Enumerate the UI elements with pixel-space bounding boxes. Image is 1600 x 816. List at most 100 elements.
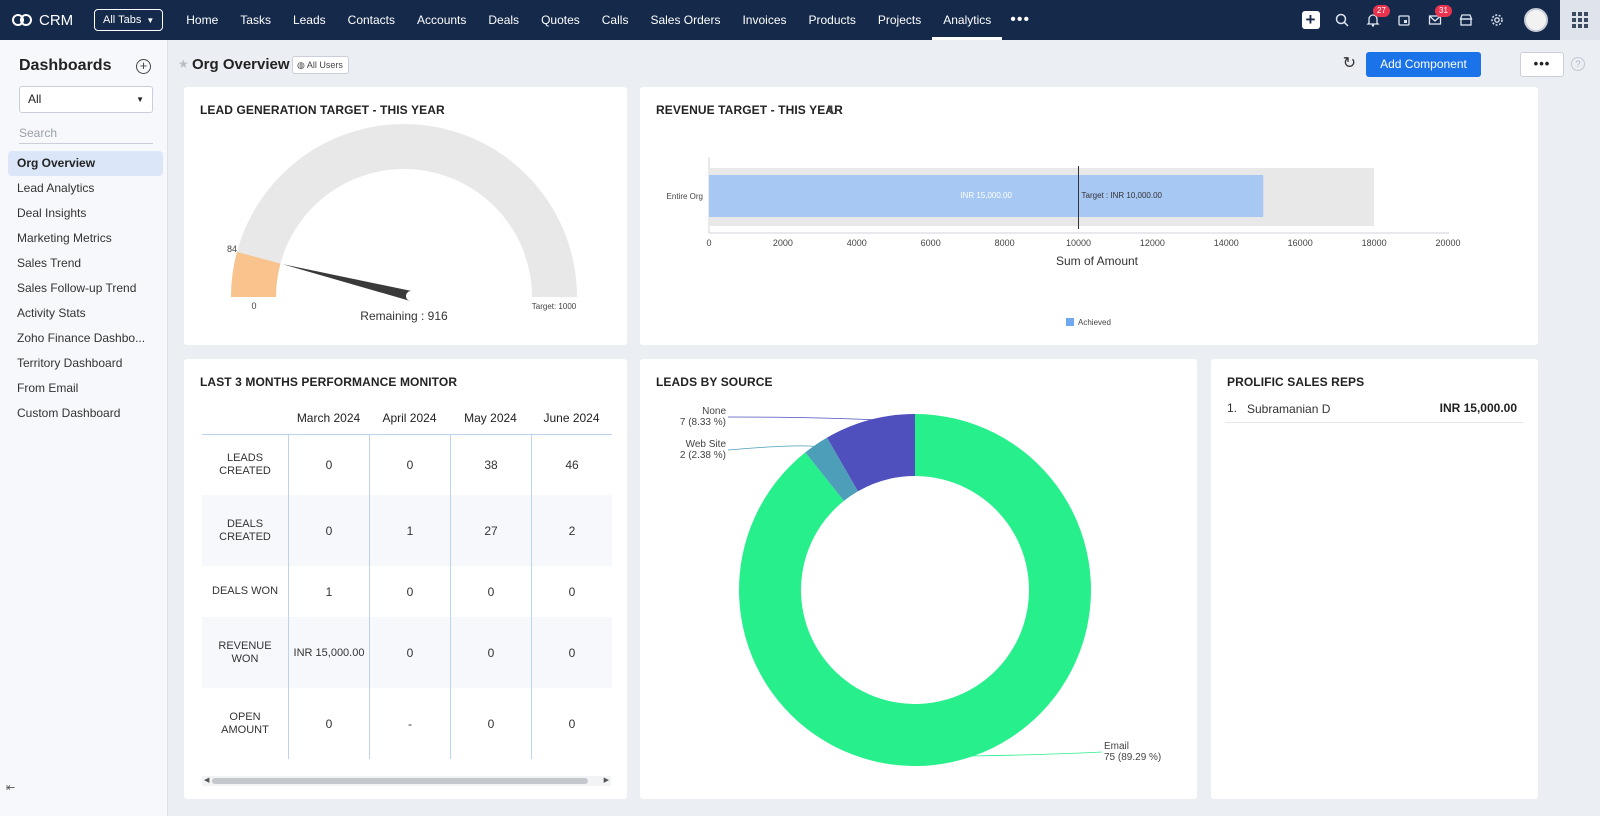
table-cell[interactable]: 27 (450, 495, 531, 566)
legend-label-achieved[interactable]: Achieved (1078, 318, 1111, 327)
quick-create-button[interactable]: + (1295, 0, 1326, 40)
sidebar-item-lead-analytics[interactable]: Lead Analytics (17, 181, 95, 195)
table-cell[interactable]: 0 (369, 617, 450, 688)
x-tick-label: 4000 (847, 238, 867, 248)
dashboard-header: ★ Org Overview ◍ All Users ↻ Add Compone… (169, 40, 1600, 86)
revenue-target-label: Target : INR 10,000.00 (1082, 191, 1163, 200)
table-cell[interactable]: 46 (531, 435, 612, 495)
more-options-button[interactable]: ••• (1520, 52, 1564, 77)
nav-tab-projects[interactable]: Projects (877, 13, 922, 27)
nav-tab-home[interactable]: Home (186, 13, 219, 27)
nav-tab-sales-orders[interactable]: Sales Orders (650, 13, 721, 27)
table-cell[interactable]: 1 (369, 495, 450, 566)
profile-button[interactable] (1512, 8, 1560, 32)
notifications-button[interactable]: 27 (1357, 0, 1390, 40)
chevron-down-icon: ▼ (136, 95, 144, 104)
table-cell[interactable]: INR 15,000.00 (288, 617, 369, 688)
table-cell[interactable]: 0 (450, 617, 531, 688)
nav-tab-contacts[interactable]: Contacts (347, 13, 396, 27)
top-right-tools: + 27 31 (1295, 0, 1600, 40)
table-cell[interactable]: 2 (531, 495, 612, 566)
table-cell[interactable]: 0 (450, 688, 531, 759)
list-item[interactable]: 1. Subramanian D INR 15,000.00 (1225, 399, 1523, 423)
add-dashboard-button[interactable]: + (136, 59, 151, 74)
card-title: PROLIFIC SALES REPS (1227, 375, 1365, 389)
sidebar-item-territory-dashboard[interactable]: Territory Dashboard (17, 356, 123, 370)
table-row: DEALS WON 1 0 0 0 (202, 566, 612, 617)
donut-slice-web-site[interactable] (805, 437, 858, 501)
sidebar-item-sales-trend[interactable]: Sales Trend (17, 256, 82, 270)
add-component-button[interactable]: Add Component (1366, 52, 1481, 77)
apps-menu-button[interactable] (1560, 0, 1600, 40)
calendar-button[interactable] (1388, 0, 1419, 40)
horizontal-scrollbar[interactable]: ◀ ▶ (202, 776, 611, 786)
refresh-button[interactable]: ↻ (1343, 53, 1356, 73)
collapse-sidebar-button[interactable]: ⇤ (6, 781, 15, 794)
leads-by-source-card: None 7 (8.33 %) Web Site 2 (2.38 %) Emai… (640, 359, 1197, 799)
table-row: REVENUE WON INR 15,000.00 0 0 0 (202, 617, 612, 688)
table-cell[interactable]: 0 (288, 495, 369, 566)
sidebar-item-custom-dashboard[interactable]: Custom Dashboard (17, 406, 121, 420)
more-tabs-button[interactable]: ••• (1010, 11, 1031, 28)
all-tabs-dropdown[interactable]: All Tabs ▼ (94, 9, 164, 31)
sidebar-item-zoho-finance[interactable]: Zoho Finance Dashbo... (17, 331, 146, 345)
slice-value-email: 75 (89.29 %) (1104, 752, 1161, 763)
mail-button[interactable]: 31 (1419, 0, 1452, 40)
page-scrollbar[interactable] (1592, 40, 1600, 816)
sidebar-item-activity-stats[interactable]: Activity Stats (17, 306, 86, 320)
nav-tab-products[interactable]: Products (808, 13, 856, 27)
sidebar-item-marketing-metrics[interactable]: Marketing Metrics (17, 231, 112, 245)
nav-tab-invoices[interactable]: Invoices (742, 13, 787, 27)
rep-amount: INR 15,000.00 (1439, 401, 1517, 415)
help-icon[interactable]: ? (1571, 57, 1585, 71)
table-cell[interactable]: 0 (531, 617, 612, 688)
sidebar-item-sales-follow-up-trend[interactable]: Sales Follow-up Trend (17, 281, 137, 295)
table-cell[interactable]: 38 (450, 435, 531, 495)
sidebar-item-deal-insights[interactable]: Deal Insights (17, 206, 87, 220)
nav-tab-calls[interactable]: Calls (601, 13, 629, 27)
table-cell[interactable]: 0 (531, 566, 612, 617)
x-tick-label: 16000 (1288, 238, 1313, 248)
table-cell[interactable]: 0 (369, 435, 450, 495)
revenue-achieved-bar[interactable] (709, 175, 1264, 217)
calendar-icon (1397, 15, 1410, 26)
row-label: DEALS WON (212, 585, 279, 597)
nav-tab-deals[interactable]: Deals (488, 13, 520, 27)
scroll-right-icon[interactable]: ▶ (603, 777, 609, 784)
search-button[interactable] (1326, 0, 1357, 40)
x-tick-label: 10000 (1066, 238, 1091, 248)
revenue-target-card: INR 15,000.00 Target : INR 10,000.00 Ent… (640, 87, 1538, 345)
table-cell[interactable]: 0 (288, 688, 369, 759)
refresh-icon[interactable]: ↻ (827, 102, 839, 118)
nav-tab-quotes[interactable]: Quotes (541, 13, 580, 27)
column-header: May 2024 (450, 401, 531, 435)
leads-by-source-donut: None 7 (8.33 %) Web Site 2 (2.38 %) Emai… (680, 406, 1161, 766)
slice-name-web-site: Web Site (686, 439, 727, 450)
marketplace-button[interactable] (1450, 0, 1481, 40)
settings-button[interactable] (1481, 0, 1512, 40)
star-icon[interactable]: ★ (178, 57, 189, 71)
table-cell[interactable]: 0 (369, 566, 450, 617)
table-cell[interactable]: - (369, 688, 450, 759)
donut-slice-none[interactable] (827, 414, 915, 492)
table-cell[interactable]: 0 (531, 688, 612, 759)
table-cell[interactable]: 0 (450, 566, 531, 617)
globe-icon: ◍ (297, 60, 305, 70)
nav-tab-leads[interactable]: Leads (292, 13, 326, 27)
gauge-target-label: Target: 1000 (532, 302, 577, 311)
sidebar-item-org-overview[interactable]: Org Overview (8, 151, 163, 176)
card-title: LAST 3 MONTHS PERFORMANCE MONITOR (200, 375, 458, 389)
nav-tab-accounts[interactable]: Accounts (417, 13, 467, 27)
sidebar-item-from-email[interactable]: From Email (17, 381, 79, 395)
dashboard-search-input[interactable] (19, 122, 153, 144)
table-cell[interactable]: 0 (288, 435, 369, 495)
scroll-left-icon[interactable]: ◀ (204, 777, 210, 784)
dashboard-filter-select[interactable]: All ▼ (19, 86, 153, 113)
donut-slice-email[interactable] (739, 414, 1091, 766)
nav-tab-tasks[interactable]: Tasks (240, 13, 271, 27)
scope-badge[interactable]: ◍ All Users (292, 56, 349, 74)
scrollbar-thumb[interactable] (212, 778, 588, 784)
table-cell[interactable]: 1 (288, 566, 369, 617)
crm-logo[interactable]: CRM (12, 12, 82, 29)
nav-tab-analytics[interactable]: Analytics (932, 0, 1003, 40)
